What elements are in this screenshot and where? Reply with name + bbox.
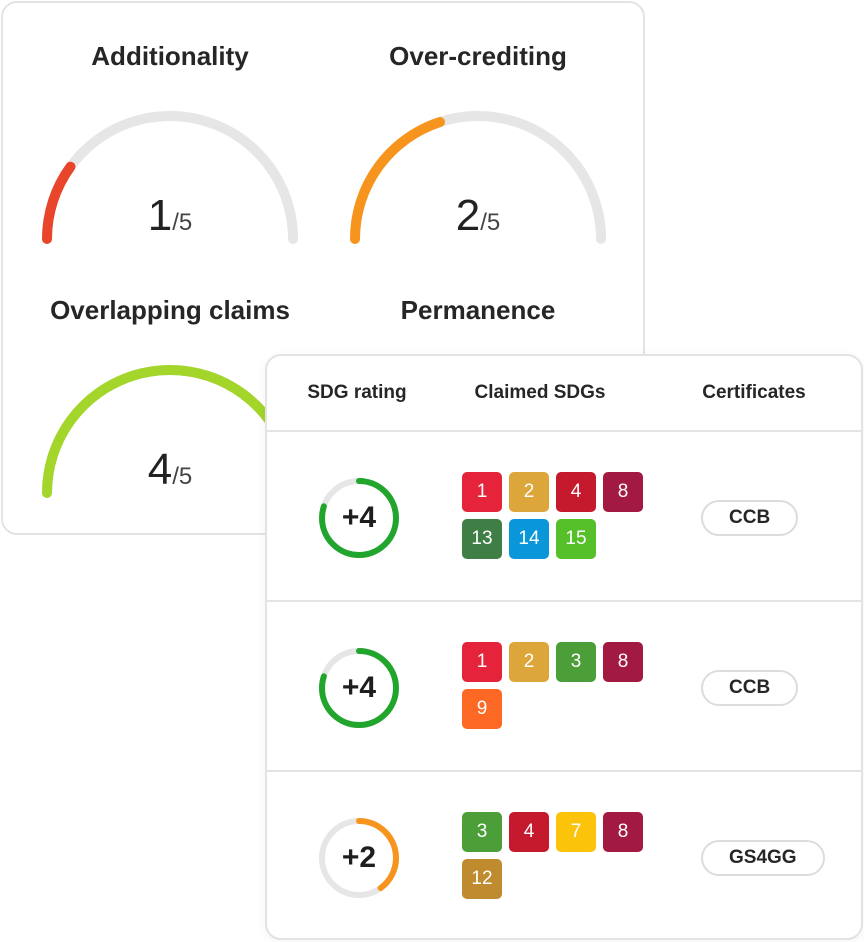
sdg-tile-8: 8: [603, 812, 643, 852]
gauge-arc-icon: [350, 111, 606, 244]
sdg-tile-15: 15: [556, 519, 596, 559]
sdg-tile-13: 13: [462, 519, 502, 559]
divider: [267, 600, 861, 602]
table-row: +4 1 2 4 8 13 14 15 CCB: [267, 432, 861, 602]
certificate-badge: GS4GG: [701, 840, 825, 876]
sdg-tile-1: 1: [462, 642, 502, 682]
sdg-tile-3: 3: [556, 642, 596, 682]
column-header-sdg-rating: SDG rating: [307, 382, 407, 403]
sdg-tile-2: 2: [509, 472, 549, 512]
gauge-title: Overlapping claims: [50, 295, 290, 325]
column-header-claimed-sdgs: Claimed SDGs: [474, 382, 606, 403]
sdg-tile-8: 8: [603, 472, 643, 512]
claimed-sdg-list: 1 2 4 8 13 14 15: [462, 472, 652, 559]
column-header-certificates: Certificates: [702, 382, 806, 403]
rating-ring-icon: [319, 648, 399, 728]
gauge-arc-icon: [42, 111, 298, 244]
gauge-over-crediting: Over-crediting 2/5: [323, 3, 633, 253]
sdg-table-card: SDG rating Claimed SDGs Certificates +4 1…: [265, 354, 863, 940]
sdg-tile-14: 14: [509, 519, 549, 559]
sdg-tile-12: 12: [462, 859, 502, 899]
sdg-tile-7: 7: [556, 812, 596, 852]
sdg-rating-ring: +4: [317, 646, 401, 730]
gauge-score: 2/5: [455, 191, 501, 240]
sdg-tile-4: 4: [509, 812, 549, 852]
gauge-permanence: Permanence: [323, 257, 633, 507]
sdg-rating-value: +2: [341, 841, 377, 874]
sdg-rating-ring: +2: [317, 816, 401, 900]
sdg-tile-8: 8: [603, 642, 643, 682]
claimed-sdg-list: 3 4 7 8 12: [462, 812, 652, 899]
gauge-score: 1/5: [147, 191, 193, 240]
sdg-tile-9: 9: [462, 689, 502, 729]
certificate-badge: CCB: [701, 500, 799, 536]
divider: [267, 770, 861, 772]
gauge-title: Permanence: [400, 295, 556, 325]
gauge-title: Over-crediting: [389, 41, 567, 71]
rating-ring-icon: [319, 478, 399, 558]
sdg-tile-4: 4: [556, 472, 596, 512]
sdg-rating-value: +4: [341, 671, 377, 704]
gauge-overlapping-claims: Overlapping claims 4/5: [15, 257, 325, 507]
certificate-badge: CCB: [701, 670, 799, 706]
gauge-title: Additionality: [91, 41, 249, 71]
rating-ring-icon: [319, 818, 399, 898]
sdg-rating-value: +4: [341, 501, 377, 534]
divider: [267, 430, 861, 432]
sdg-tile-2: 2: [509, 642, 549, 682]
table-row: +4 1 2 3 8 9 CCB: [267, 602, 861, 772]
gauge-score: 4/5: [147, 445, 193, 494]
sdg-tile-1: 1: [462, 472, 502, 512]
sdg-rating-ring: +4: [317, 476, 401, 560]
table-row: +2 3 4 7 8 12 GS4GG: [267, 772, 861, 942]
sdg-tile-3: 3: [462, 812, 502, 852]
gauge-additionality: Additionality 1/5: [15, 3, 325, 253]
